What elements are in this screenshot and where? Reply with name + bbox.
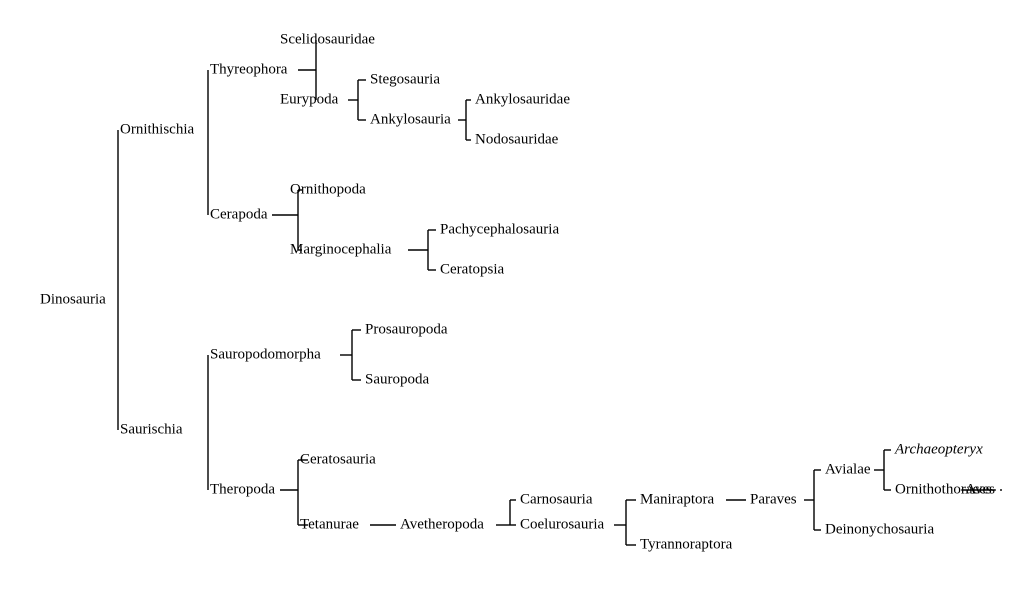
taxon-deinonychosauria: Deinonychosauria bbox=[825, 521, 934, 537]
taxon-ornithopoda: Ornithopoda bbox=[290, 181, 366, 197]
taxon-archaeopteryx: Archaeopteryx bbox=[894, 441, 983, 457]
taxon-ceratosauria: Ceratosauria bbox=[300, 451, 376, 467]
taxon-theropoda: Theropoda bbox=[210, 481, 275, 497]
taxon-avetheropoda: Avetheropoda bbox=[400, 516, 484, 532]
taxon-tetanurae: Tetanurae bbox=[300, 516, 359, 532]
taxon-scelidosauridae: Scelidosauridae bbox=[280, 31, 375, 47]
taxon-avialae: Avialae bbox=[825, 461, 871, 477]
cladogram-diagram: Dinosauria Ornithischia Saurischia Thyreoph… bbox=[0, 0, 1024, 600]
taxon-saurischia: Saurischia bbox=[120, 421, 183, 437]
taxon-ceratopsia: Ceratopsia bbox=[440, 261, 504, 277]
taxon-ankylosauridae: Ankylosauridae bbox=[475, 91, 570, 107]
taxon-sauropoda: Sauropoda bbox=[365, 371, 429, 387]
taxon-nodosauridae: Nodosauridae bbox=[475, 131, 559, 147]
taxon-ankylosauria: Ankylosauria bbox=[370, 111, 451, 127]
taxon-pachycephalosauria: Pachycephalosauria bbox=[440, 221, 559, 237]
taxon-coelurosauria: Coelurosauria bbox=[520, 516, 604, 532]
taxon-paraves: Paraves bbox=[750, 491, 797, 507]
taxon-ornithischia: Ornithischia bbox=[120, 121, 194, 137]
taxon-eurypoda: Eurypoda bbox=[280, 91, 339, 107]
taxon-carnosauria: Carnosauria bbox=[520, 491, 593, 507]
taxon-cerapoda: Cerapoda bbox=[210, 206, 268, 222]
taxon-marginocephalia: Marginocephalia bbox=[290, 241, 392, 257]
taxon-stegosauria: Stegosauria bbox=[370, 71, 440, 87]
taxon-maniraptora: Maniraptora bbox=[640, 491, 714, 507]
taxon-prosauropoda: Prosauropoda bbox=[365, 321, 448, 337]
taxon-thyreophora: Thyreophora bbox=[210, 61, 288, 77]
taxon-sauropodomorpha: Sauropodomorpha bbox=[210, 346, 321, 362]
taxon-dinosauria: Dinosauria bbox=[40, 291, 106, 307]
taxon-tyrannoraptora: Tyrannoraptora bbox=[640, 536, 733, 552]
